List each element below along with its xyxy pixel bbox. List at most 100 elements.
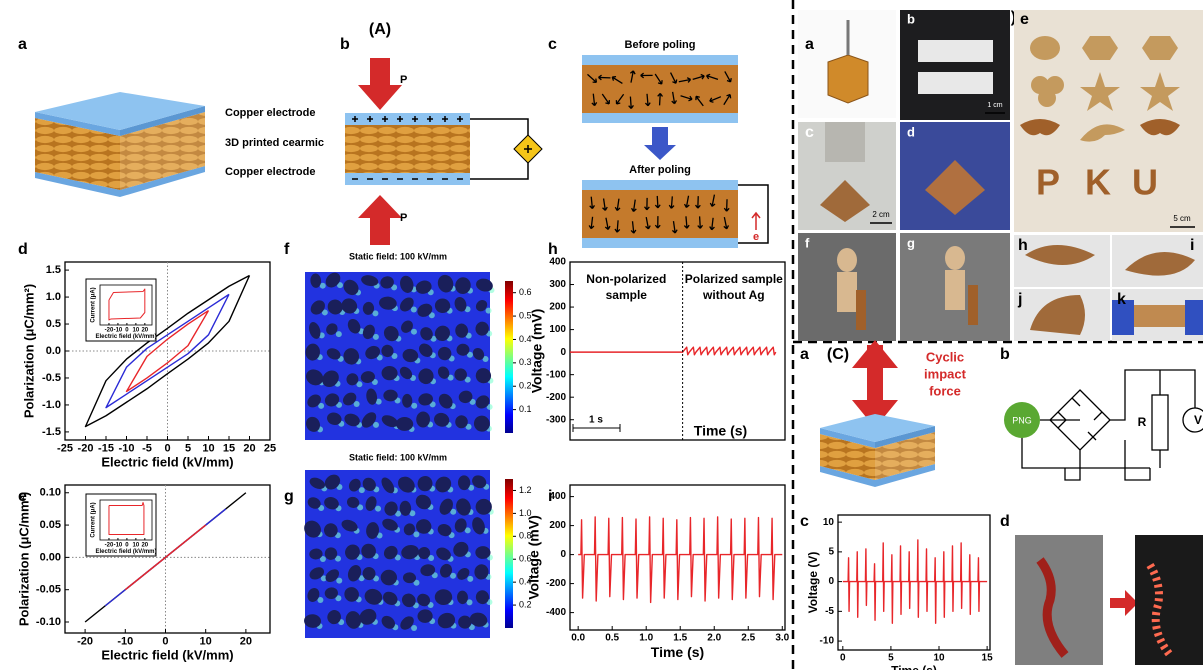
particle <box>345 544 360 560</box>
x-tick-label: 20 <box>141 327 148 333</box>
particle <box>361 275 379 287</box>
particle <box>417 303 433 317</box>
dipole <box>671 221 678 234</box>
y-tick-label: -300 <box>546 414 566 425</box>
series-line <box>570 346 777 356</box>
section-label: (C) <box>827 346 849 363</box>
x-tick-label: 1.5 <box>673 633 687 644</box>
series-line <box>84 274 251 428</box>
hot-spot <box>391 284 398 291</box>
y-tick-label: 300 <box>549 279 566 290</box>
particle <box>324 547 338 560</box>
photo-grid <box>798 10 1203 341</box>
x-tick-label: 5 <box>888 653 894 664</box>
hot-spot <box>410 306 417 313</box>
dipole <box>709 96 722 103</box>
particle <box>472 517 485 535</box>
y-tick-label: 0.3 <box>519 357 532 367</box>
dipole <box>591 93 598 107</box>
y-tick-label: 5 <box>828 547 834 558</box>
dipole <box>631 199 637 212</box>
map-title: Static field: 100 kV/mm <box>349 452 447 462</box>
hot-spot <box>372 310 379 317</box>
hot-spot <box>428 312 435 319</box>
panel-label: b <box>340 36 350 53</box>
y-tick-label: -5 <box>825 606 834 617</box>
scale-bar-label: 5 cm <box>1173 214 1191 223</box>
particle <box>434 589 453 606</box>
particle <box>366 522 380 539</box>
panel-label: e <box>1020 11 1029 28</box>
x-tick-label: -5 <box>142 443 152 455</box>
dipole <box>723 216 730 230</box>
panel-label: d <box>907 124 915 139</box>
generator <box>1004 402 1040 438</box>
hot-spot <box>335 595 342 602</box>
panel-label: d <box>1000 513 1010 530</box>
series-line <box>108 288 146 321</box>
panel-label: i <box>548 488 552 505</box>
device-illustration <box>35 92 205 197</box>
particle <box>327 299 343 315</box>
dipole <box>709 194 716 207</box>
x-tick-label: 5 <box>185 443 191 455</box>
particle <box>306 416 321 432</box>
particle <box>324 393 340 407</box>
poling-title: Before poling <box>625 39 696 51</box>
dipole <box>654 195 661 209</box>
x-tick-label: 0.0 <box>571 633 585 644</box>
y-tick-label: 0 <box>828 576 834 587</box>
particle <box>469 612 488 627</box>
y-tick-label: 1.2 <box>519 485 532 495</box>
particle <box>326 323 338 335</box>
hot-spot <box>464 527 471 534</box>
dipole <box>695 95 704 107</box>
particle <box>475 546 491 559</box>
dipole <box>598 74 611 81</box>
panel-label: f <box>284 241 290 258</box>
particle <box>381 344 394 358</box>
dipole <box>695 196 701 209</box>
circuit-label: PNG <box>1012 415 1032 425</box>
particles <box>304 272 495 632</box>
hot-spot <box>318 402 325 409</box>
hot-spot <box>375 505 382 512</box>
dipole <box>683 216 690 229</box>
particle <box>365 345 381 360</box>
particle <box>455 277 471 294</box>
particle <box>473 415 490 432</box>
particle <box>399 366 413 380</box>
particle <box>436 547 451 561</box>
y-tick-label: 0.8 <box>519 531 532 541</box>
dipole <box>615 93 625 105</box>
y-tick-label: 0.5 <box>519 310 532 320</box>
x-tick-label: -20 <box>105 327 114 333</box>
poling-illustration <box>345 58 543 245</box>
dipole <box>706 73 719 80</box>
dipole <box>683 195 690 208</box>
x-tick-label: 20 <box>141 542 148 548</box>
poling-title: After poling <box>629 164 691 176</box>
x-tick-label: 15 <box>223 443 235 455</box>
hot-spot <box>411 402 418 409</box>
dipole <box>724 71 732 83</box>
panel-label: c <box>548 36 557 53</box>
hot-spot <box>356 381 363 388</box>
hot-spot <box>413 531 420 538</box>
hot-spot <box>336 577 343 584</box>
dipole <box>669 72 678 84</box>
particle <box>457 590 468 605</box>
circuit-label: V <box>1194 413 1202 427</box>
hot-spot <box>321 309 328 316</box>
x-tick-label: 10 <box>133 327 140 333</box>
hot-spot <box>357 504 364 511</box>
particle <box>383 591 398 606</box>
particle <box>307 588 320 602</box>
y-tick-label: 200 <box>549 520 566 531</box>
particle <box>343 348 360 365</box>
particle <box>400 275 414 293</box>
particle <box>325 569 340 582</box>
hot-spot <box>413 579 420 586</box>
force-label: P <box>400 74 407 86</box>
y-tick-label: -1.0 <box>42 399 61 411</box>
